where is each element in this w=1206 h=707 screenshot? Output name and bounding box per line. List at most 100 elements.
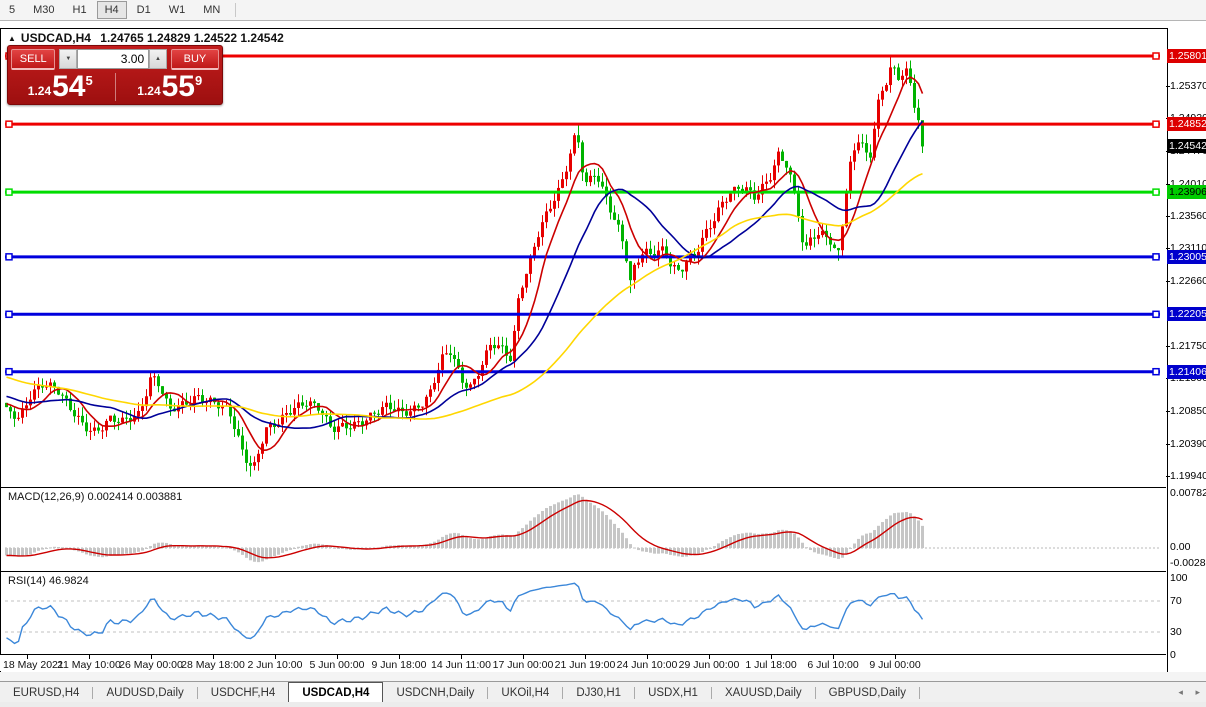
date-tick-mark xyxy=(275,655,276,659)
buy-price-display[interactable]: 1.24 55 9 xyxy=(118,71,223,103)
date-label: 17 Jun 00:00 xyxy=(492,659,554,671)
date-tick-mark xyxy=(833,655,834,659)
date-tick-mark xyxy=(647,655,648,659)
panel-separator xyxy=(0,487,1166,488)
tab-separator xyxy=(487,686,489,699)
date-tick-mark xyxy=(461,655,462,659)
volume-increase-button[interactable]: ▲ xyxy=(149,49,167,69)
price-level-tag-blue: 1.23005 xyxy=(1167,249,1206,264)
rsi-label: RSI(14) 46.9824 xyxy=(8,575,89,587)
price-axis: 1.253701.249201.244701.240101.235601.231… xyxy=(1166,28,1206,671)
tab-separator xyxy=(562,686,564,699)
chart-tab-gbpusd[interactable]: GBPUSD,Daily xyxy=(828,686,906,699)
timeframe-button-w1[interactable]: W1 xyxy=(168,4,186,16)
chart-tab-audusd[interactable]: AUDUSD,Daily xyxy=(106,686,184,699)
date-axis: 18 May 2021 21 May 10:00 26 May 00:00 28 Ma… xyxy=(0,655,1166,671)
date-label: 29 Jun 00:00 xyxy=(678,659,740,671)
rsi-axis-label: 0 xyxy=(1170,649,1176,662)
price-tick-label: 1.20390 xyxy=(1166,438,1206,450)
macd-axis-zero: 0.00 xyxy=(1170,541,1191,553)
price-level-tag-blue: 1.22205 xyxy=(1167,307,1206,322)
price-level-tag-red: 1.25801 xyxy=(1167,49,1206,63)
chart-symbol-label: USDCAD,H4 xyxy=(20,31,91,45)
price-tick-mark xyxy=(1166,215,1170,217)
tab-separator xyxy=(196,686,198,699)
timeframe-button-m30[interactable]: M30 xyxy=(33,4,55,16)
sell-price-sup: 5 xyxy=(85,73,93,88)
chart-tab-xauusd[interactable]: XAUUSD,Daily xyxy=(724,686,802,699)
toolbar-separator xyxy=(235,3,237,17)
price-tick-mark xyxy=(1166,345,1170,347)
chart-tab-dj30[interactable]: DJ30,H1 xyxy=(576,686,622,699)
window-bottom-strip xyxy=(0,702,1206,707)
chart-tab-usdcad[interactable]: USDCAD,H4 xyxy=(288,682,384,703)
panel-separator xyxy=(0,571,1166,572)
price-level-tag-blue: 1.21406 xyxy=(1167,364,1206,379)
timeframe-button-d1[interactable]: D1 xyxy=(136,4,151,16)
timeframe-button-h1[interactable]: H1 xyxy=(72,4,87,16)
date-tick-mark xyxy=(709,655,710,659)
price-tick-label: 1.20850 xyxy=(1166,405,1206,417)
timeframe-button-mn[interactable]: MN xyxy=(203,4,221,16)
date-tick-mark xyxy=(89,655,90,659)
price-tick-mark xyxy=(1166,443,1170,445)
volume-input[interactable] xyxy=(77,49,150,69)
chart-frame xyxy=(0,28,1168,673)
tab-gap-strip xyxy=(0,672,1206,681)
buy-price-prefix: 1.24 xyxy=(137,84,161,98)
rsi-axis-label: 70 xyxy=(1170,595,1182,607)
price-divider xyxy=(114,73,116,101)
symbol-tab-bar: EURUSD,H4 AUDUSD,Daily USDCHF,H4 USDCAD,H4 U… xyxy=(0,681,1206,703)
tab-separator xyxy=(634,686,636,699)
date-label: 9 Jun 18:00 xyxy=(371,659,427,671)
date-label: 21 Jun 19:00 xyxy=(554,659,616,671)
date-label: 14 Jun 11:00 xyxy=(431,659,491,671)
sell-button[interactable]: SELL xyxy=(11,48,56,70)
price-tick-mark xyxy=(1166,378,1170,380)
date-label: 21 May 10:00 xyxy=(57,659,121,671)
volume-decrease-button[interactable]: ▼ xyxy=(59,49,78,69)
sell-price-prefix: 1.24 xyxy=(27,84,52,98)
price-tick-mark xyxy=(1166,85,1170,87)
date-tick-mark xyxy=(213,655,214,659)
sell-price-display[interactable]: 1.24 54 5 xyxy=(8,71,113,103)
chart-tab-eurusd[interactable]: EURUSD,H4 xyxy=(13,686,80,699)
macd-panel[interactable] xyxy=(0,488,1166,571)
chart-tab-usdcnh[interactable]: USDCNH,Daily xyxy=(396,686,475,699)
price-tick-label: 1.22660 xyxy=(1166,275,1206,287)
buy-price-sup: 9 xyxy=(195,73,203,88)
price-tick-mark xyxy=(1166,410,1170,412)
timeframe-button-5[interactable]: 5 xyxy=(9,4,16,16)
date-label: 18 May 2021 xyxy=(3,659,64,671)
date-tick-mark xyxy=(523,655,524,659)
date-tick-mark xyxy=(895,655,896,659)
chart-title: ▲ USDCAD,H4 1.24765 1.24829 1.24522 1.245… xyxy=(8,31,284,45)
timeframe-button-h4[interactable]: H4 xyxy=(96,1,127,19)
chart-tab-usdx[interactable]: USDX,H1 xyxy=(648,686,698,699)
one-click-trade-panel: SELL ▼ ▲ BUY 1.24 54 5 1.24 55 9 xyxy=(7,45,223,105)
date-tick-mark xyxy=(585,655,586,659)
rsi-panel[interactable] xyxy=(0,572,1166,654)
macd-axis-bottom: -0.00285 xyxy=(1170,557,1206,569)
chart-tab-ukoil[interactable]: UKOil,H4 xyxy=(501,686,550,699)
date-label: 28 May 18:00 xyxy=(181,659,245,671)
tab-scroll-right-icon[interactable]: ▸ xyxy=(1195,687,1200,697)
price-tick-mark xyxy=(1166,475,1170,477)
price-tick-mark xyxy=(1166,280,1170,282)
tab-scroll-arrows: ◂ ▸ xyxy=(1168,687,1200,698)
date-label: 6 Jul 10:00 xyxy=(807,659,859,671)
chart-tab-usdchf[interactable]: USDCHF,H4 xyxy=(210,686,276,699)
price-tick-label: 1.25370 xyxy=(1166,80,1206,92)
date-label: 26 May 00:00 xyxy=(119,659,183,671)
collapse-triangle-icon[interactable]: ▲ xyxy=(8,34,16,43)
tab-separator xyxy=(918,686,920,699)
price-level-tag-black: 1.24542 xyxy=(1167,139,1206,154)
tab-scroll-left-icon[interactable]: ◂ xyxy=(1178,687,1183,697)
rsi-axis-label: 30 xyxy=(1170,626,1182,638)
date-tick-mark xyxy=(27,655,28,659)
buy-button[interactable]: BUY xyxy=(170,48,219,70)
macd-label: MACD(12,26,9) 0.002414 0.003881 xyxy=(8,491,183,503)
sell-price-big: 54 xyxy=(52,70,86,103)
rsi-axis-label: 100 xyxy=(1170,571,1188,584)
